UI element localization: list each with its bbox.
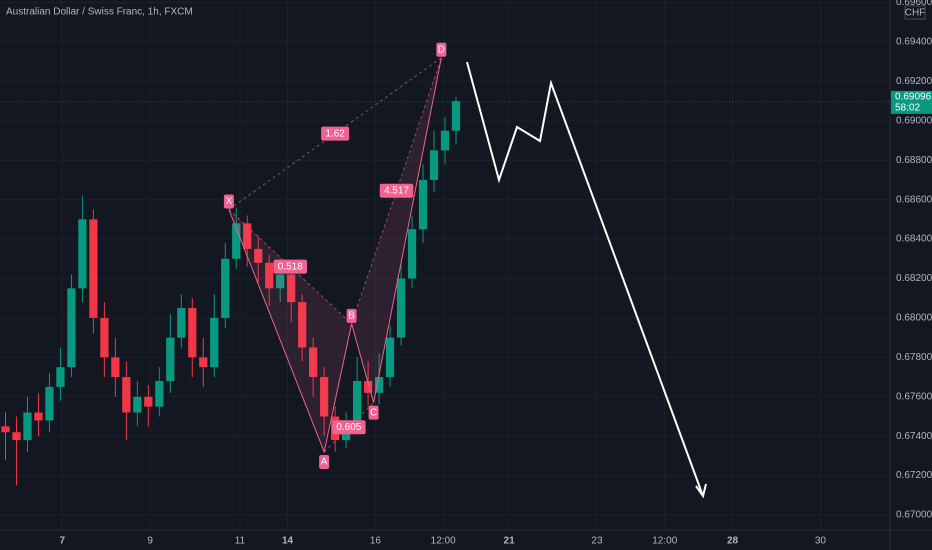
candle-body [221, 258, 230, 318]
candle-body [111, 357, 120, 378]
currency-label: CHF [905, 8, 926, 19]
candle-body [309, 347, 318, 378]
pattern-fill [351, 57, 442, 403]
candle-body [1, 426, 10, 433]
ratio-label: 1.62 [325, 128, 345, 139]
candle-body [287, 274, 296, 303]
candle-body [276, 274, 285, 289]
candle-body [188, 308, 197, 358]
ratio-line [228, 57, 442, 210]
candle-body [440, 130, 450, 151]
ratio-box [321, 126, 350, 141]
pattern-point-label: A [321, 457, 328, 468]
currency-box [904, 5, 926, 20]
candle-body [352, 380, 362, 427]
y-tick-label: 0.68000 [896, 313, 932, 324]
x-tick-label: 9 [147, 536, 153, 547]
pattern-point-label: D [438, 44, 445, 55]
candle-body [155, 380, 164, 407]
y-tick-label: 0.69000 [896, 115, 932, 126]
last-price-box [891, 90, 932, 114]
candle-body [232, 223, 241, 259]
pattern-point-box [223, 194, 234, 209]
x-tick-label: 16 [370, 536, 382, 547]
plot-area: 1.62 0.518 0.605 4.517 X A B C D [0, 42, 890, 486]
y-tick-label: 0.68200 [896, 273, 932, 284]
candle-body [67, 288, 76, 368]
pattern-point-box [346, 308, 357, 323]
y-tick-label: 0.67400 [896, 431, 932, 442]
candle-body [407, 229, 417, 279]
candle-body [254, 248, 263, 263]
candle-body [320, 377, 329, 417]
candle-body [45, 386, 54, 421]
pattern-point-box [368, 405, 379, 420]
candle-body [396, 278, 406, 338]
pattern-point-label: X [226, 196, 233, 207]
y-tick-label: 0.68600 [896, 194, 932, 205]
ratio-box [273, 259, 308, 274]
candle-body [451, 101, 461, 131]
pattern-point-label: B [348, 310, 355, 321]
candle-body [89, 219, 98, 318]
candle-body [100, 317, 109, 358]
x-tick-label: 30 [815, 536, 827, 547]
x-tick-label: 21 [504, 536, 516, 547]
y-tick-label: 0.67600 [896, 391, 932, 402]
candle-body [385, 337, 395, 378]
projection-arrowhead [695, 483, 707, 499]
candle-body [374, 377, 384, 393]
ratio-box [332, 420, 366, 435]
candle-body [363, 380, 373, 393]
y-tick-label: 0.67000 [896, 510, 932, 521]
candle-body [133, 396, 142, 413]
y-tick-label: 0.67800 [896, 352, 932, 363]
y-tick-label: 0.69200 [896, 76, 932, 87]
candle-body [298, 302, 307, 348]
x-tick-label: 11 [235, 536, 246, 547]
last-price-label: 0.69096 [895, 92, 932, 103]
y-tick-label: 0.68800 [896, 155, 932, 166]
x-tick-label: 12:00 [652, 536, 677, 547]
x-tick-label: 14 [282, 536, 294, 547]
candle-body [243, 223, 252, 249]
candle-body [418, 179, 428, 230]
candle-body [166, 337, 175, 381]
ratio-line [228, 209, 352, 325]
y-tick-label: 0.69400 [896, 37, 932, 48]
candle-body [34, 412, 43, 421]
candle-body [210, 317, 219, 368]
ratio-box [379, 183, 414, 198]
y-tick-label: 0.67200 [896, 470, 932, 481]
chart-title: Australian Dollar / Swiss Franc, 1h, FXC… [6, 7, 193, 18]
pattern-point-label: C [370, 407, 377, 418]
candle-body [265, 262, 274, 289]
projection-path [466, 61, 704, 497]
pattern-point-box [436, 42, 447, 57]
candle-body [177, 308, 186, 338]
y-tick-label: 0.69600 [896, 0, 932, 8]
ratio-label: 0.518 [278, 261, 303, 272]
x-tick-label: 23 [591, 536, 603, 547]
candle-body [429, 150, 439, 180]
candle-body [56, 367, 65, 387]
countdown-label: 58:02 [895, 103, 920, 114]
pattern-fill [228, 209, 352, 452]
x-tick-label: 7 [59, 536, 65, 547]
candle-body [78, 219, 87, 289]
axes: 0.67000 0.67200 0.67400 0.67600 0.67800 0.680… [59, 0, 932, 547]
y-tick-label: 0.68400 [896, 234, 932, 245]
ratio-label: 0.605 [336, 422, 361, 433]
x-tick-label: 12:00 [431, 536, 456, 547]
candle-body [122, 377, 131, 413]
x-tick-label: 28 [727, 536, 739, 547]
candle-body [23, 412, 32, 441]
pattern-point-box [319, 454, 330, 469]
candle-body [12, 432, 21, 441]
candle-body [144, 396, 153, 407]
ratio-label: 4.517 [384, 185, 409, 196]
candle-body [199, 357, 208, 368]
